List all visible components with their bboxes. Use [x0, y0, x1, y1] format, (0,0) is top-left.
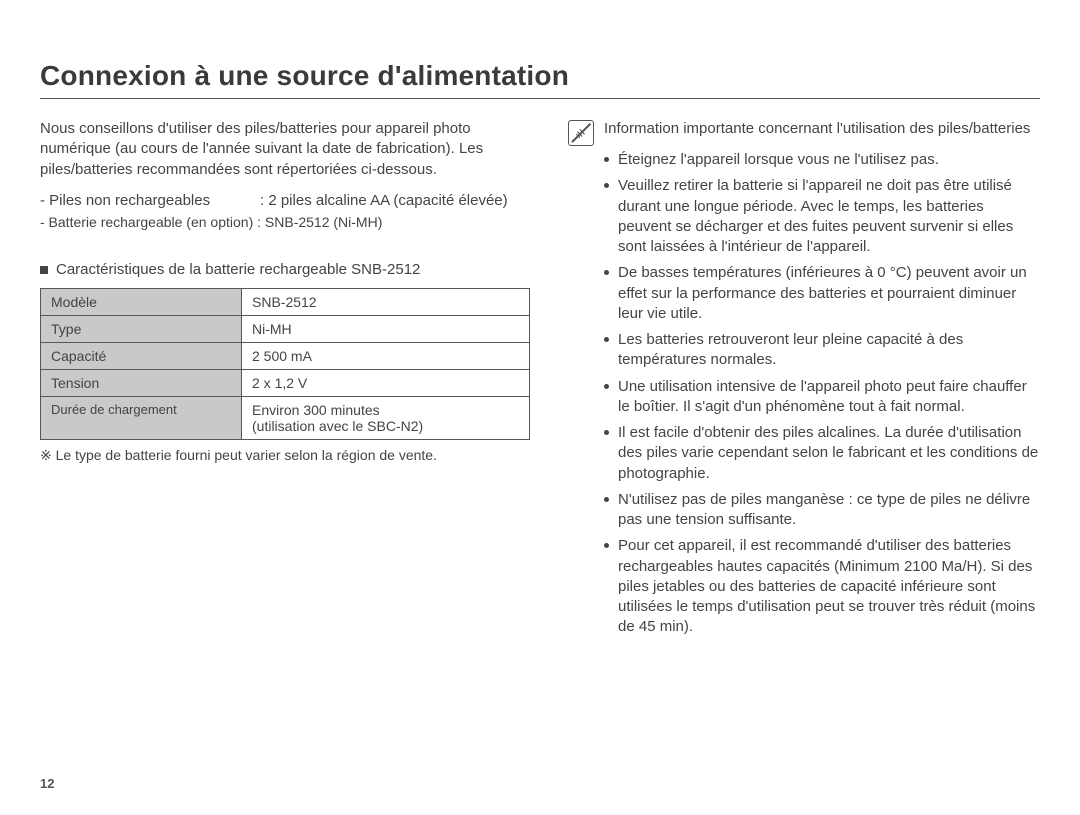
battery-spec-table-body: ModèleSNB-2512TypeNi-MHCapacité2 500 mAT…: [41, 289, 530, 440]
table-row: Tension2 x 1,2 V: [41, 370, 530, 397]
list-item: Pour cet appareil, il est recommandé d'u…: [604, 536, 1040, 637]
table-row-value: SNB-2512: [242, 289, 530, 316]
battery-line-rechargeable: - Batterie rechargeable (en option) : SN…: [40, 212, 540, 233]
table-row: Capacité2 500 mA: [41, 343, 530, 370]
nonrechargeable-label: - Piles non rechargeables: [40, 190, 260, 213]
table-row-label: Type: [41, 316, 242, 343]
list-item: De basses températures (inférieures à 0 …: [604, 263, 1040, 324]
page-number: 12: [40, 776, 54, 791]
rechargeable-line: - Batterie rechargeable (en option) : SN…: [40, 214, 382, 230]
manual-page: Connexion à une source d'alimentation No…: [0, 0, 1080, 815]
note-icon: [568, 120, 594, 146]
table-row-label: Tension: [41, 370, 242, 397]
table-row-label: Modèle: [41, 289, 242, 316]
page-title: Connexion à une source d'alimentation: [40, 60, 1040, 92]
table-row: TypeNi-MH: [41, 316, 530, 343]
list-item: Les batteries retrouveront leur pleine c…: [604, 330, 1040, 371]
table-row-value: Environ 300 minutes(utilisation avec le …: [242, 397, 530, 440]
battery-spec-table: ModèleSNB-2512TypeNi-MHCapacité2 500 mAT…: [40, 288, 530, 440]
two-column-layout: Nous conseillons d'utiliser des piles/ba…: [40, 119, 1040, 644]
table-footnote: ※ Le type de batterie fourni peut varier…: [40, 446, 540, 465]
table-row-label: Durée de chargement: [41, 397, 242, 440]
list-item: Une utilisation intensive de l'appareil …: [604, 377, 1040, 418]
info-header-row: Information importante concernant l'util…: [568, 119, 1040, 146]
table-row: Durée de chargementEnviron 300 minutes(u…: [41, 397, 530, 440]
square-bullet-icon: [40, 266, 48, 274]
table-row-value: 2 500 mA: [242, 343, 530, 370]
table-row-label: Capacité: [41, 343, 242, 370]
table-row: ModèleSNB-2512: [41, 289, 530, 316]
list-item: Veuillez retirer la batterie si l'appare…: [604, 176, 1040, 257]
table-section-heading: Caractéristiques de la batterie recharge…: [40, 261, 540, 278]
list-item: N'utilisez pas de piles manganèse : ce t…: [604, 490, 1040, 531]
list-item: Il est facile d'obtenir des piles alcali…: [604, 423, 1040, 484]
right-column: Information importante concernant l'util…: [568, 119, 1040, 644]
left-column: Nous conseillons d'utiliser des piles/ba…: [40, 119, 540, 644]
nonrechargeable-value: : 2 piles alcaline AA (capacité élevée): [260, 190, 540, 213]
table-heading-text: Caractéristiques de la batterie recharge…: [56, 261, 420, 278]
battery-line-nonrechargeable: - Piles non rechargeables : 2 piles alca…: [40, 190, 540, 213]
list-item: Éteignez l'appareil lorsque vous ne l'ut…: [604, 150, 1040, 170]
info-header-text: Information importante concernant l'util…: [604, 119, 1030, 139]
table-row-value: 2 x 1,2 V: [242, 370, 530, 397]
table-row-value: Ni-MH: [242, 316, 530, 343]
info-bullet-list: Éteignez l'appareil lorsque vous ne l'ut…: [568, 150, 1040, 638]
title-rule: [40, 98, 1040, 99]
intro-paragraph: Nous conseillons d'utiliser des piles/ba…: [40, 119, 540, 180]
